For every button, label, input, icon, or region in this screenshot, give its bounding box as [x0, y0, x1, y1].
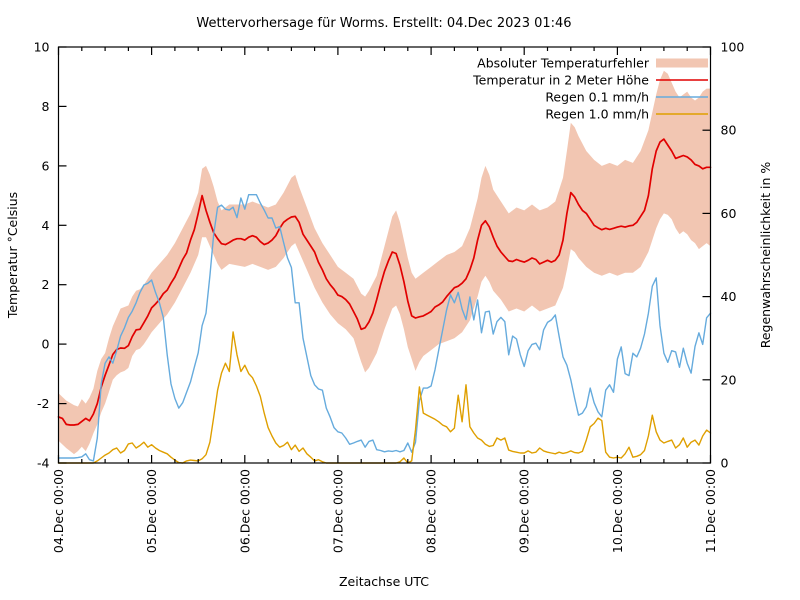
x-tick-label: 06.Dec 00:00 — [237, 469, 252, 553]
y-right-tick-label: 40 — [721, 289, 737, 304]
x-tick-label: 05.Dec 00:00 — [144, 469, 159, 553]
y-left-tick-label: 0 — [42, 337, 50, 352]
y-axis-right-label: Regenwahrscheinlichkeit in % — [758, 162, 773, 349]
x-tick-label: 08.Dec 00:00 — [424, 469, 439, 553]
y-right-tick-label: 100 — [721, 40, 745, 55]
x-tick-label: 04.Dec 00:00 — [51, 469, 66, 553]
rain-10mm-line — [57, 331, 712, 464]
y-left-tick-label: 6 — [42, 158, 50, 173]
y-left-tick-label: -4 — [37, 456, 50, 471]
y-right-tick-label: 80 — [721, 123, 737, 138]
rain-10mm-line-legend-label: Regen 1.0 mm/h — [545, 107, 649, 122]
y-right-tick-label: 60 — [721, 206, 737, 221]
rain-01mm-line-legend-label: Regen 0.1 mm/h — [545, 90, 649, 105]
chart-title: Wettervorhersage für Worms. Erstellt: 04… — [196, 16, 571, 31]
x-tick-label: 11.Dec 00:00 — [703, 469, 718, 553]
y-left-tick-label: 2 — [42, 277, 50, 292]
y-right-tick-label: 20 — [721, 372, 737, 387]
temperature-line-legend-label: Temperatur in 2 Meter Höhe — [472, 73, 649, 88]
x-axis-label: Zeitachse UTC — [339, 574, 429, 589]
temperature-error-band — [58, 70, 711, 455]
y-axis-left-label: Temperatur °Celsius — [5, 192, 20, 319]
y-right-tick-label: 0 — [721, 456, 729, 471]
x-tick-label: 10.Dec 00:00 — [610, 469, 625, 553]
x-tick-label: 09.Dec 00:00 — [517, 469, 532, 553]
x-tick-label: 07.Dec 00:00 — [330, 469, 345, 553]
temperature-error-band-legend-label: Absoluter Temperaturfehler — [477, 56, 650, 71]
y-left-tick-label: 4 — [42, 218, 50, 233]
temperature-error-band-legend-swatch — [656, 58, 708, 68]
y-left-tick-label: -2 — [37, 396, 49, 411]
temperature-line — [57, 138, 712, 426]
y-left-tick-label: 10 — [34, 40, 50, 55]
y-left-tick-label: 8 — [42, 99, 50, 114]
rain-01mm-line — [57, 193, 712, 462]
plot-area: 04.Dec 00:00 05.Dec 00:00 06.Dec 00:00 07.D… — [34, 40, 745, 554]
